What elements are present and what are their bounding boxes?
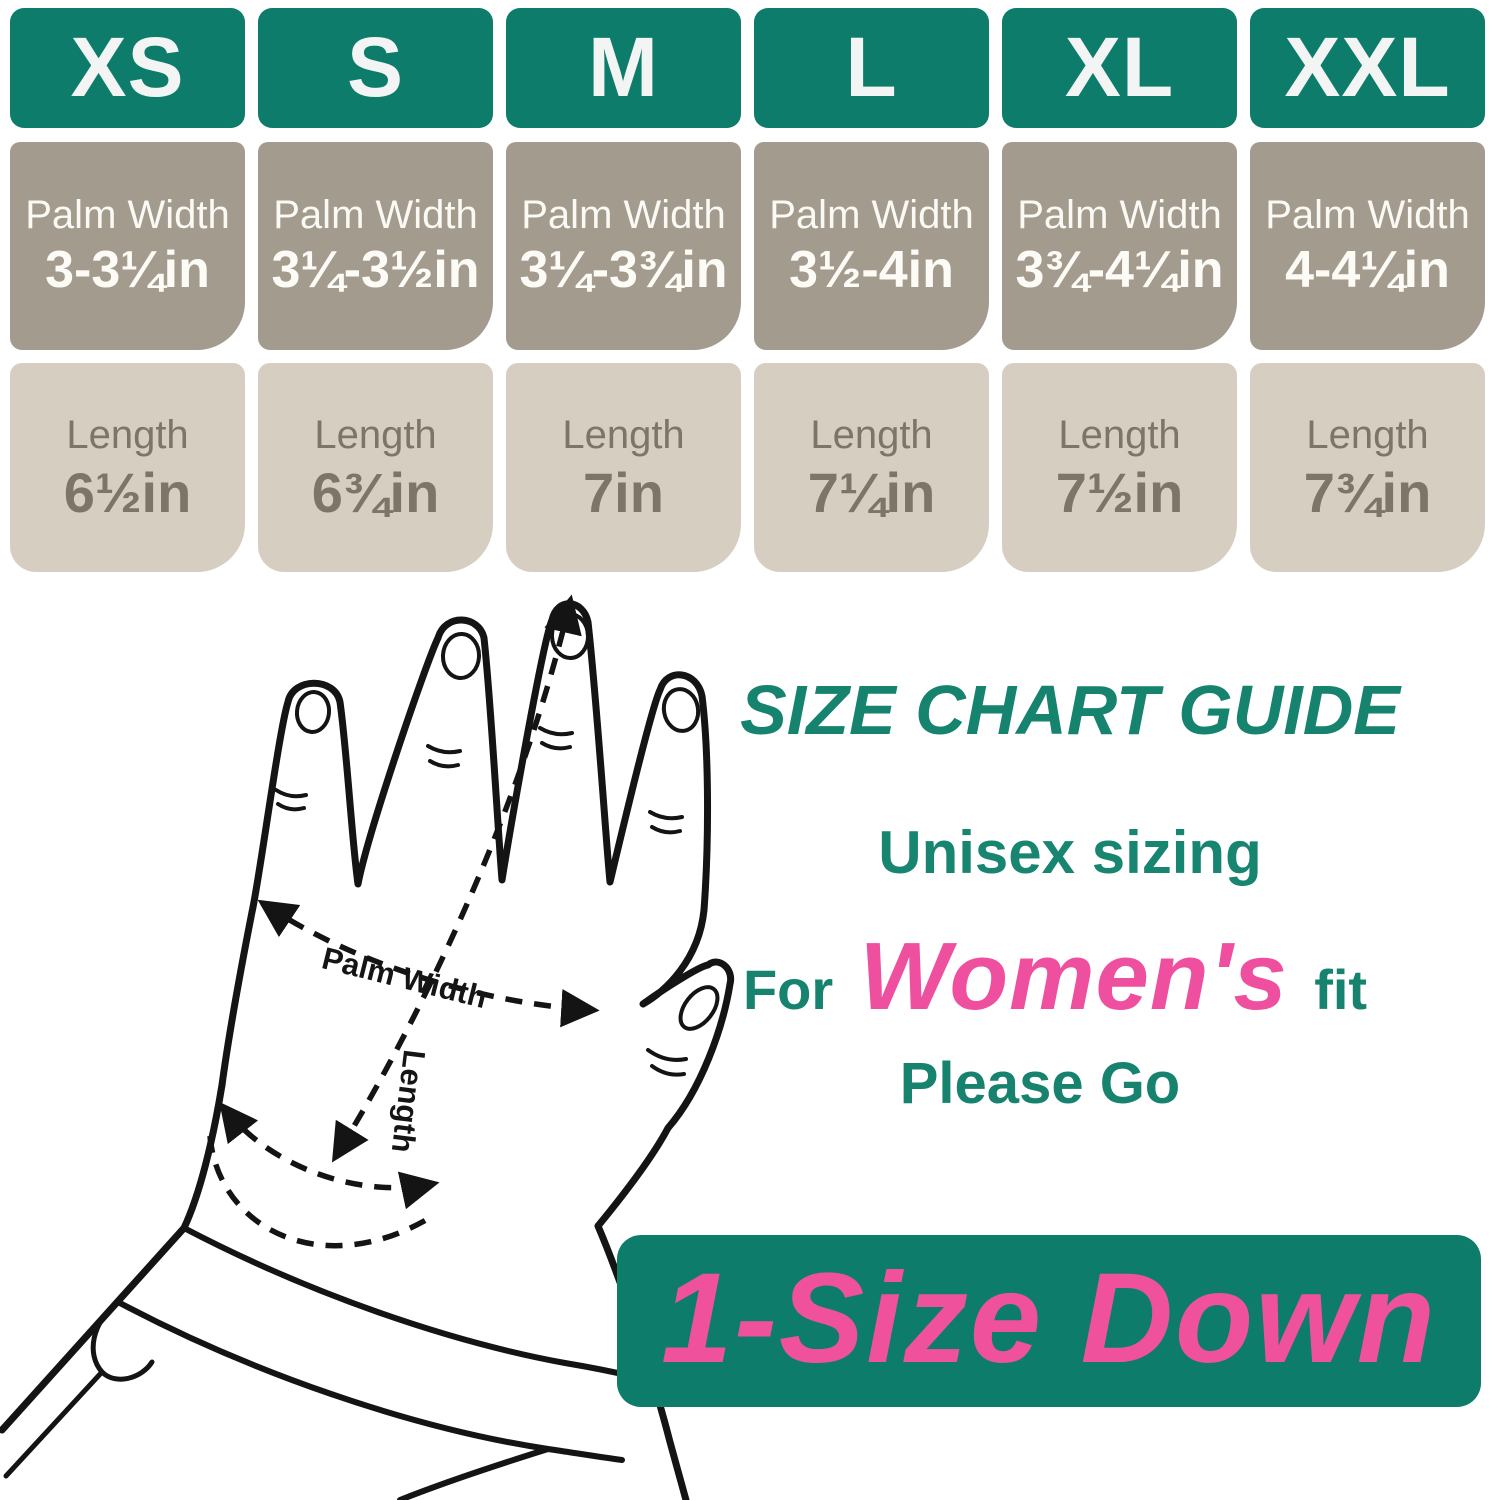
size-header: XS [10, 8, 245, 128]
guide-fit-text: fit [1314, 958, 1368, 1021]
guide-please-go: Please Go [899, 1051, 1181, 1116]
size-header: XL [1002, 8, 1237, 128]
palm-width-cell: Palm Width 3½-4in [754, 142, 989, 350]
length-cell: Length 7½in [1002, 363, 1237, 572]
sleeve-corner-line [3, 1369, 105, 1479]
length-value: 6¾in [311, 460, 440, 524]
guide-unisex-sizing: Unisex sizing [878, 819, 1262, 886]
palm-width-label: Palm Width [769, 193, 974, 237]
hand-diagram-icon: Palm Width Length [0, 594, 735, 1500]
palm-width-label: Palm Width [273, 193, 478, 237]
one-size-down-banner: 1-Size Down [617, 1235, 1481, 1407]
palm-width-value: 3-3¼in [45, 241, 210, 299]
length-label: Length [314, 412, 437, 457]
cuff-top-edge [181, 1225, 651, 1383]
length-cell: Length 7in [506, 363, 741, 572]
palm-width-value: 3¼-3¾in [519, 241, 728, 299]
size-header: S [258, 8, 493, 128]
palm-width-label: Palm Width [1017, 193, 1222, 237]
palm-width-cell: Palm Width 3¼-3¾in [506, 142, 741, 350]
guide-womens-fit-line: For Women's fit [560, 922, 1500, 1032]
size-header: M [506, 8, 741, 128]
palm-width-cell: Palm Width 3-3¼in [10, 142, 245, 350]
length-value: 7in [583, 460, 664, 524]
size-header: L [754, 8, 989, 128]
size-header: XXL [1250, 8, 1485, 128]
palm-width-label: Palm Width [1265, 193, 1470, 237]
palm-width-label: Palm Width [521, 193, 726, 237]
sleeve-fold-line [397, 1446, 551, 1500]
wrist-arc-lower [207, 1135, 428, 1249]
length-value: 7½in [1055, 460, 1184, 524]
palm-width-value: 3½-4in [789, 241, 954, 299]
guide-for-text: For [742, 958, 834, 1021]
length-value: 6½in [63, 460, 192, 524]
palm-width-diagram-label: Palm Width [319, 940, 491, 1015]
palm-width-value: 3¾-4¼in [1015, 241, 1224, 299]
guide-title: SIZE CHART GUIDE [740, 671, 1400, 749]
length-label: Length [562, 412, 685, 457]
palm-width-label: Palm Width [25, 193, 230, 237]
length-cell: Length 7¼in [754, 363, 989, 572]
length-label: Length [1306, 412, 1429, 457]
length-label: Length [66, 412, 189, 457]
wrist-arrow [219, 1101, 440, 1210]
palm-width-cell: Palm Width 3¼-3½in [258, 142, 493, 350]
length-arrow [331, 594, 582, 1163]
sleeve-left-edge [0, 1081, 226, 1434]
one-size-down-text: 1-Size Down [661, 1247, 1437, 1390]
length-cell: Length 7¾in [1250, 363, 1485, 572]
palm-width-cell: Palm Width 3¾-4¼in [1002, 142, 1237, 350]
length-value: 7¾in [1303, 460, 1432, 524]
length-label: Length [810, 412, 933, 457]
palm-width-value: 4-4¼in [1285, 241, 1450, 299]
length-value: 7¼in [807, 460, 936, 524]
length-label: Length [1058, 412, 1181, 457]
cuff-bottom-edge [115, 1299, 625, 1463]
length-cell: Length 6¾in [258, 363, 493, 572]
hand-measurement-diagram: Palm Width Length [0, 580, 745, 1500]
length-cell: Length 6½in [10, 363, 245, 572]
guide-womens-highlight: Women's [859, 923, 1288, 1030]
palm-width-cell: Palm Width 4-4¼in [1250, 142, 1485, 350]
palm-width-value: 3¼-3½in [271, 241, 480, 299]
